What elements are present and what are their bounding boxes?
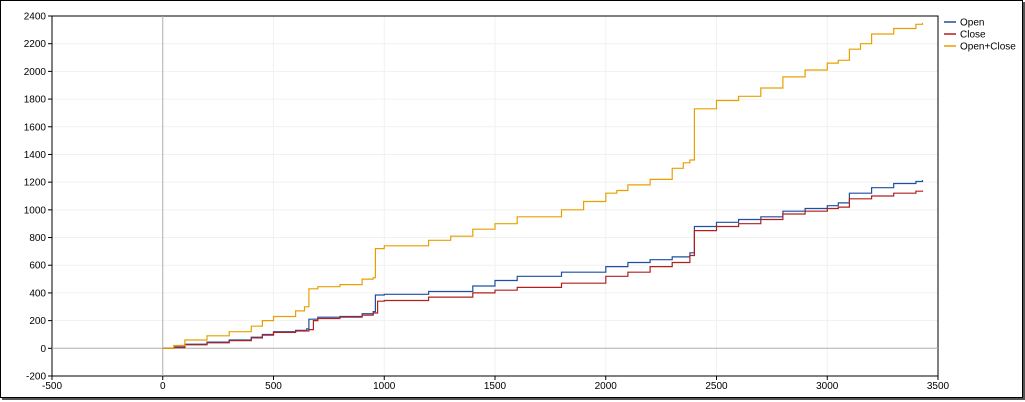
- y-tick-label: 1600: [24, 122, 47, 133]
- y-tick-label: 2000: [24, 67, 47, 78]
- x-tick-label: 2000: [595, 381, 618, 392]
- axes: [48, 15, 939, 380]
- series-line-open-close: [162, 22, 924, 349]
- legend-label-open: Open: [960, 18, 984, 29]
- y-tick-label: 0: [40, 344, 46, 355]
- x-tick-label: 1500: [484, 381, 507, 392]
- x-tick-label: 1000: [373, 381, 396, 392]
- x-tick-label: 500: [265, 381, 282, 392]
- y-tick-label: 800: [29, 233, 46, 244]
- y-tick-label: 2200: [24, 39, 47, 50]
- series-line-open: [162, 180, 924, 349]
- series-line-close: [162, 190, 924, 349]
- y-tick-label: 1800: [24, 95, 47, 106]
- x-tick-label: 3500: [927, 381, 950, 392]
- tick-labels: -500 0 500 1000 1500 2000 2500 3000 3500 -200 0 200…: [24, 12, 950, 393]
- y-tick-label: 2400: [24, 12, 47, 23]
- y-tick-label: 400: [29, 288, 46, 299]
- y-tick-label: 1400: [24, 150, 47, 161]
- y-tick-label: -200: [26, 372, 46, 383]
- series-lines: [162, 22, 924, 349]
- x-tick-label: 0: [160, 381, 166, 392]
- legend-label-open-close: Open+Close: [960, 42, 1016, 53]
- x-tick-label: -500: [42, 381, 62, 392]
- y-tick-label: 1000: [24, 205, 47, 216]
- y-tick-label: 1200: [24, 178, 47, 189]
- x-tick-label: 3000: [816, 381, 839, 392]
- y-tick-label: 200: [29, 316, 46, 327]
- y-tick-label: 600: [29, 261, 46, 272]
- x-tick-label: 2500: [705, 381, 728, 392]
- legend-label-close: Close: [960, 30, 986, 41]
